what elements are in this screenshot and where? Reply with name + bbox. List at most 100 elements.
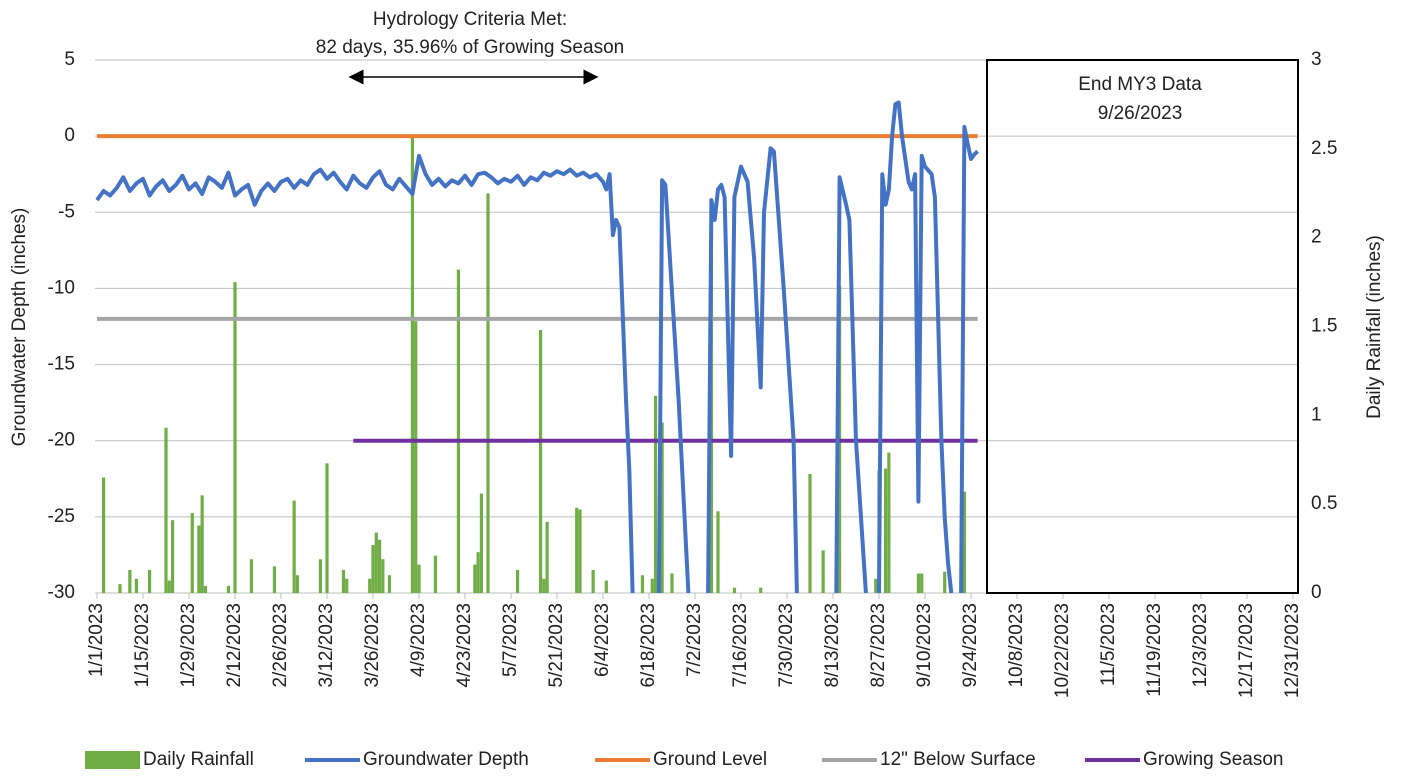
rainfall-bar	[377, 539, 382, 593]
x-tick-label: 2/26/2023	[270, 603, 291, 688]
rainfall-bar	[920, 573, 924, 593]
y2-tick-label: 2	[1311, 227, 1322, 248]
rainfall-bar	[101, 477, 106, 593]
rainfall-bar	[545, 521, 549, 593]
rainfall-bar	[486, 193, 490, 593]
legend-label: Daily Rainfall	[143, 749, 254, 770]
rainfall-bar	[295, 575, 300, 593]
x-tick-label: 5/7/2023	[500, 603, 521, 677]
rainfall-bar	[479, 493, 484, 593]
rainfall-bar	[433, 555, 438, 593]
rainfall-bar	[476, 552, 480, 593]
y2-tick-label: 1	[1311, 404, 1322, 425]
x-tick-label: 4/9/2023	[408, 603, 429, 677]
box-text: End MY3 Data	[1078, 74, 1202, 95]
rainfall-bar	[134, 578, 139, 593]
plot-area	[95, 100, 979, 593]
rainfall-bar	[167, 580, 171, 593]
rainfall-bar	[759, 587, 763, 593]
rainfall-bar	[345, 578, 349, 593]
end-data-box	[986, 59, 1299, 594]
x-tick-label: 10/22/2023	[1052, 603, 1073, 698]
x-tick-label: 1/15/2023	[132, 603, 153, 688]
rainfall-bar	[887, 452, 891, 593]
rainfall-bar	[962, 491, 967, 593]
legend-label: Groundwater Depth	[363, 749, 529, 770]
rainfall-bar	[341, 569, 346, 593]
y2-tick-label: 0.5	[1311, 493, 1337, 514]
y-tick-label: 5	[64, 49, 75, 70]
rainfall-bar	[170, 520, 175, 593]
x-tick-label: 5/21/2023	[546, 603, 567, 688]
x-tick-label: 4/23/2023	[454, 603, 475, 688]
rainfall-bar	[732, 587, 737, 593]
rainfall-bar	[272, 566, 277, 593]
rainfall-bar	[414, 321, 418, 593]
x-tick-label: 11/19/2023	[1144, 603, 1165, 697]
x-tick-label: 6/18/2023	[638, 603, 659, 688]
rainfall-bar	[821, 550, 825, 593]
rainfall-bar	[128, 569, 132, 593]
rainfall-bar	[147, 569, 152, 593]
rainfall-bar	[670, 573, 674, 593]
x-tick-label: 10/8/2023	[1006, 603, 1027, 688]
y2-tick-label: 0	[1311, 582, 1322, 603]
rainfall-bar	[456, 269, 461, 593]
rainfall-bar	[387, 575, 392, 593]
rainfall-bar	[515, 569, 520, 593]
rainfall-bar	[417, 564, 421, 593]
x-tick-label: 9/10/2023	[914, 603, 935, 688]
rainfall-bar	[190, 513, 194, 593]
x-tick-label: 7/30/2023	[776, 603, 797, 688]
x-tick-label: 9/24/2023	[960, 603, 981, 688]
x-tick-label: 12/3/2023	[1190, 603, 1211, 688]
rainfall-bar	[164, 427, 168, 593]
rainfall-bar	[368, 578, 372, 593]
rainfall-bar	[118, 584, 122, 593]
x-tick-label: 1/1/2023	[86, 603, 107, 677]
x-tick-label: 6/4/2023	[592, 603, 613, 677]
rainfall-bar	[542, 578, 546, 593]
x-tick-label: 3/12/2023	[316, 603, 337, 688]
y2-axis-label: Daily Rainfall (inches)	[1364, 235, 1385, 419]
x-tick-label: 8/13/2023	[822, 603, 843, 688]
y-tick-label: -10	[48, 277, 75, 298]
rainfall-bar	[203, 585, 208, 593]
y-tick-label: -25	[48, 506, 75, 527]
box-text: 9/26/2023	[1098, 103, 1183, 124]
rainfall-bar	[604, 580, 608, 593]
x-tick-label: 3/26/2023	[362, 603, 383, 688]
x-tick-label: 8/27/2023	[868, 603, 889, 688]
y-tick-label: 0	[64, 125, 75, 146]
legend-label: Ground Level	[653, 749, 767, 770]
x-tick-label: 12/17/2023	[1236, 603, 1257, 698]
legend-label: Growing Season	[1143, 749, 1283, 770]
rainfall-bar	[197, 525, 201, 593]
y-axis-label: Groundwater Depth (inches)	[9, 208, 30, 447]
rainfall-bar	[578, 509, 582, 593]
legend-swatch	[85, 751, 140, 769]
rainfall-bar	[874, 578, 878, 593]
rainfall-bar	[660, 422, 664, 593]
rainfall-bar	[591, 569, 595, 593]
series-line	[95, 100, 979, 593]
legend-label: 12" Below Surface	[880, 749, 1036, 770]
y-tick-label: -15	[48, 354, 75, 375]
x-tick-label: 7/2/2023	[684, 603, 705, 677]
rainfall-bar	[371, 545, 375, 593]
y-tick-label: -5	[58, 201, 75, 222]
rainfall-bar	[226, 585, 231, 593]
x-tick-label: 11/5/2023	[1098, 603, 1119, 686]
rainfall-bar	[325, 463, 329, 593]
y2-tick-label: 2.5	[1311, 138, 1337, 159]
x-tick-label: 2/12/2023	[224, 603, 245, 688]
x-tick-label: 7/16/2023	[730, 603, 751, 688]
rainfall-bar	[943, 571, 947, 593]
rainfall-bar	[374, 532, 378, 593]
annotation: 82 days, 35.96% of Growing Season	[316, 37, 624, 58]
rainfall-bar	[575, 507, 579, 593]
annotation: Hydrology Criteria Met:	[373, 9, 567, 30]
rainfall-bar	[650, 578, 654, 593]
x-tick-label: 1/29/2023	[178, 603, 199, 688]
y2-tick-label: 1.5	[1311, 316, 1337, 337]
